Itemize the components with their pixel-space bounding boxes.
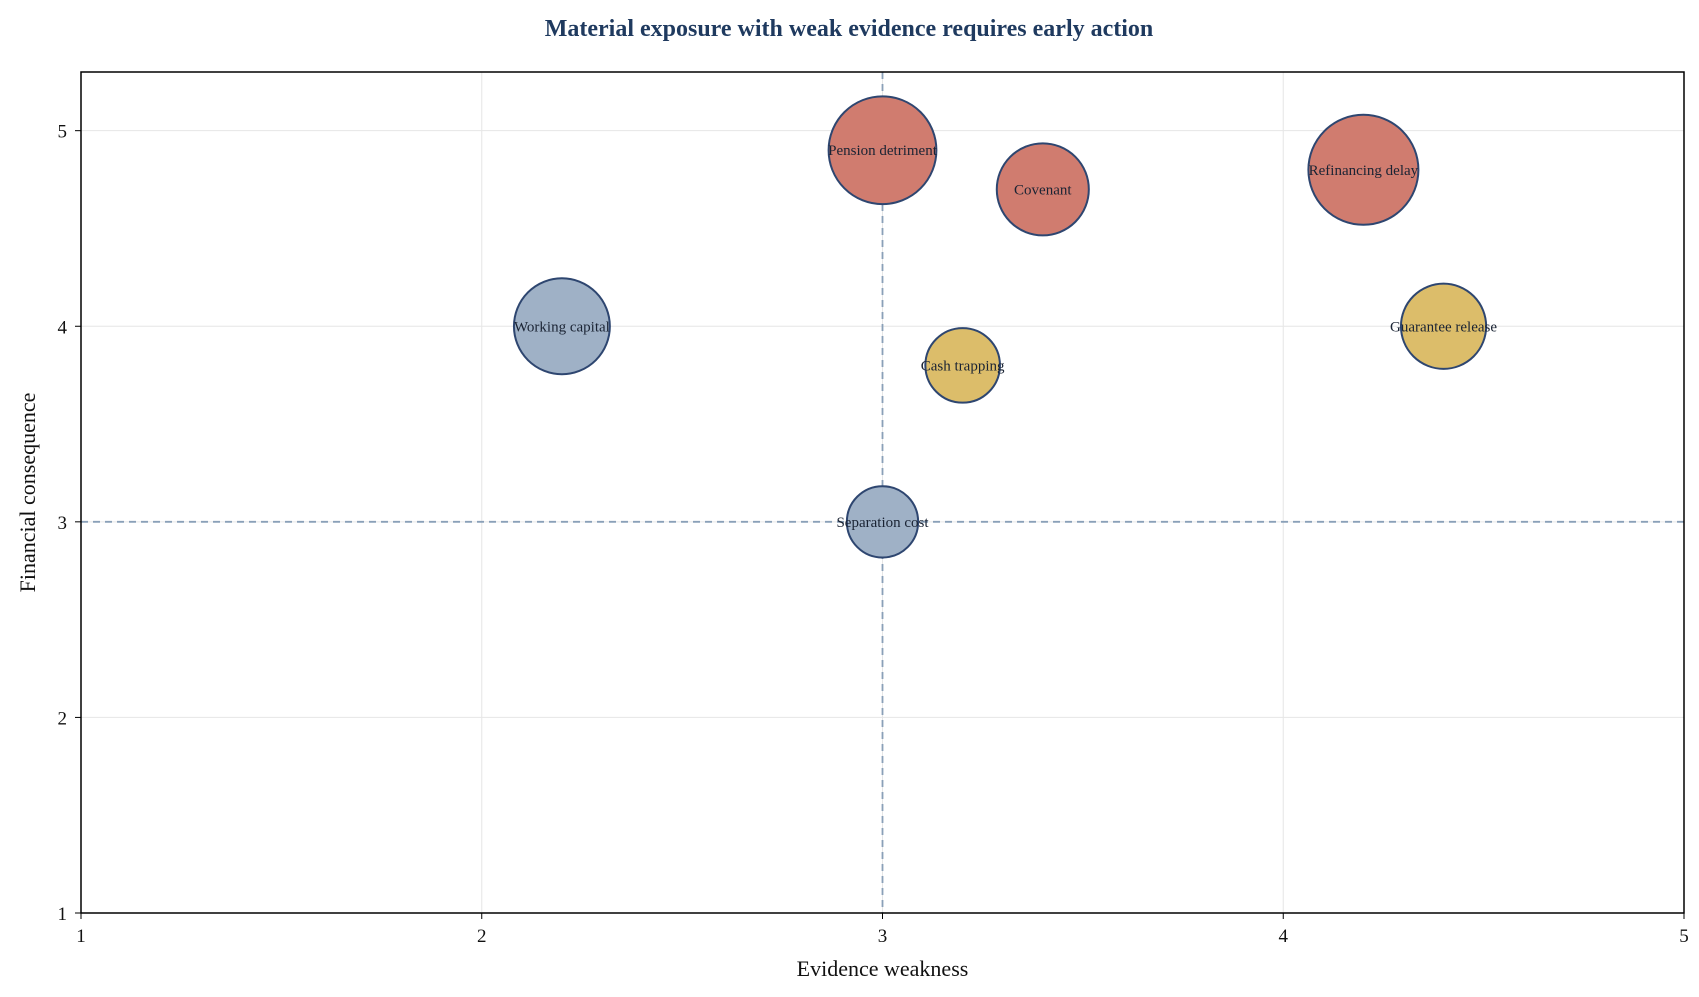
bubble-point	[995, 142, 1090, 237]
axis-ticks: 1 2 3 4 5 1 2 3 4 5	[58, 122, 1689, 947]
y-tick-label: 3	[58, 513, 68, 534]
y-tick-label: 1	[58, 904, 68, 925]
bubbles	[512, 95, 1488, 559]
y-axis-label: Financial consequence	[15, 393, 40, 593]
bubble-point	[1307, 113, 1420, 226]
bubble-point	[1399, 282, 1488, 370]
bubble-label: Working capital	[514, 319, 610, 335]
x-tick-label: 1	[76, 926, 86, 947]
chart-title: Material exposure with weak evidence req…	[545, 16, 1154, 42]
x-tick-label: 4	[1279, 926, 1289, 947]
bubble-point	[512, 277, 611, 376]
x-axis-label: Evidence weakness	[797, 956, 969, 981]
bubble-point	[924, 327, 1001, 404]
bubble-point	[827, 95, 938, 206]
bubble-label: Pension detriment	[828, 143, 938, 159]
bubble-label: Guarantee release	[1390, 319, 1497, 335]
y-tick-label: 2	[58, 708, 68, 729]
x-tick-label: 2	[477, 926, 487, 947]
x-tick-label: 5	[1679, 926, 1689, 947]
bubble-label: Separation cost	[836, 515, 929, 531]
bubble-labels: Pension detriment Covenant Refinancing del…	[514, 143, 1497, 531]
bubble-point	[845, 485, 920, 559]
y-tick-label: 4	[58, 317, 68, 338]
bubble-label: Refinancing delay	[1309, 163, 1419, 179]
x-tick-label: 3	[878, 926, 888, 947]
bubble-label: Covenant	[1014, 182, 1072, 198]
bubble-label: Cash trapping	[921, 358, 1005, 374]
y-tick-label: 5	[58, 122, 68, 143]
